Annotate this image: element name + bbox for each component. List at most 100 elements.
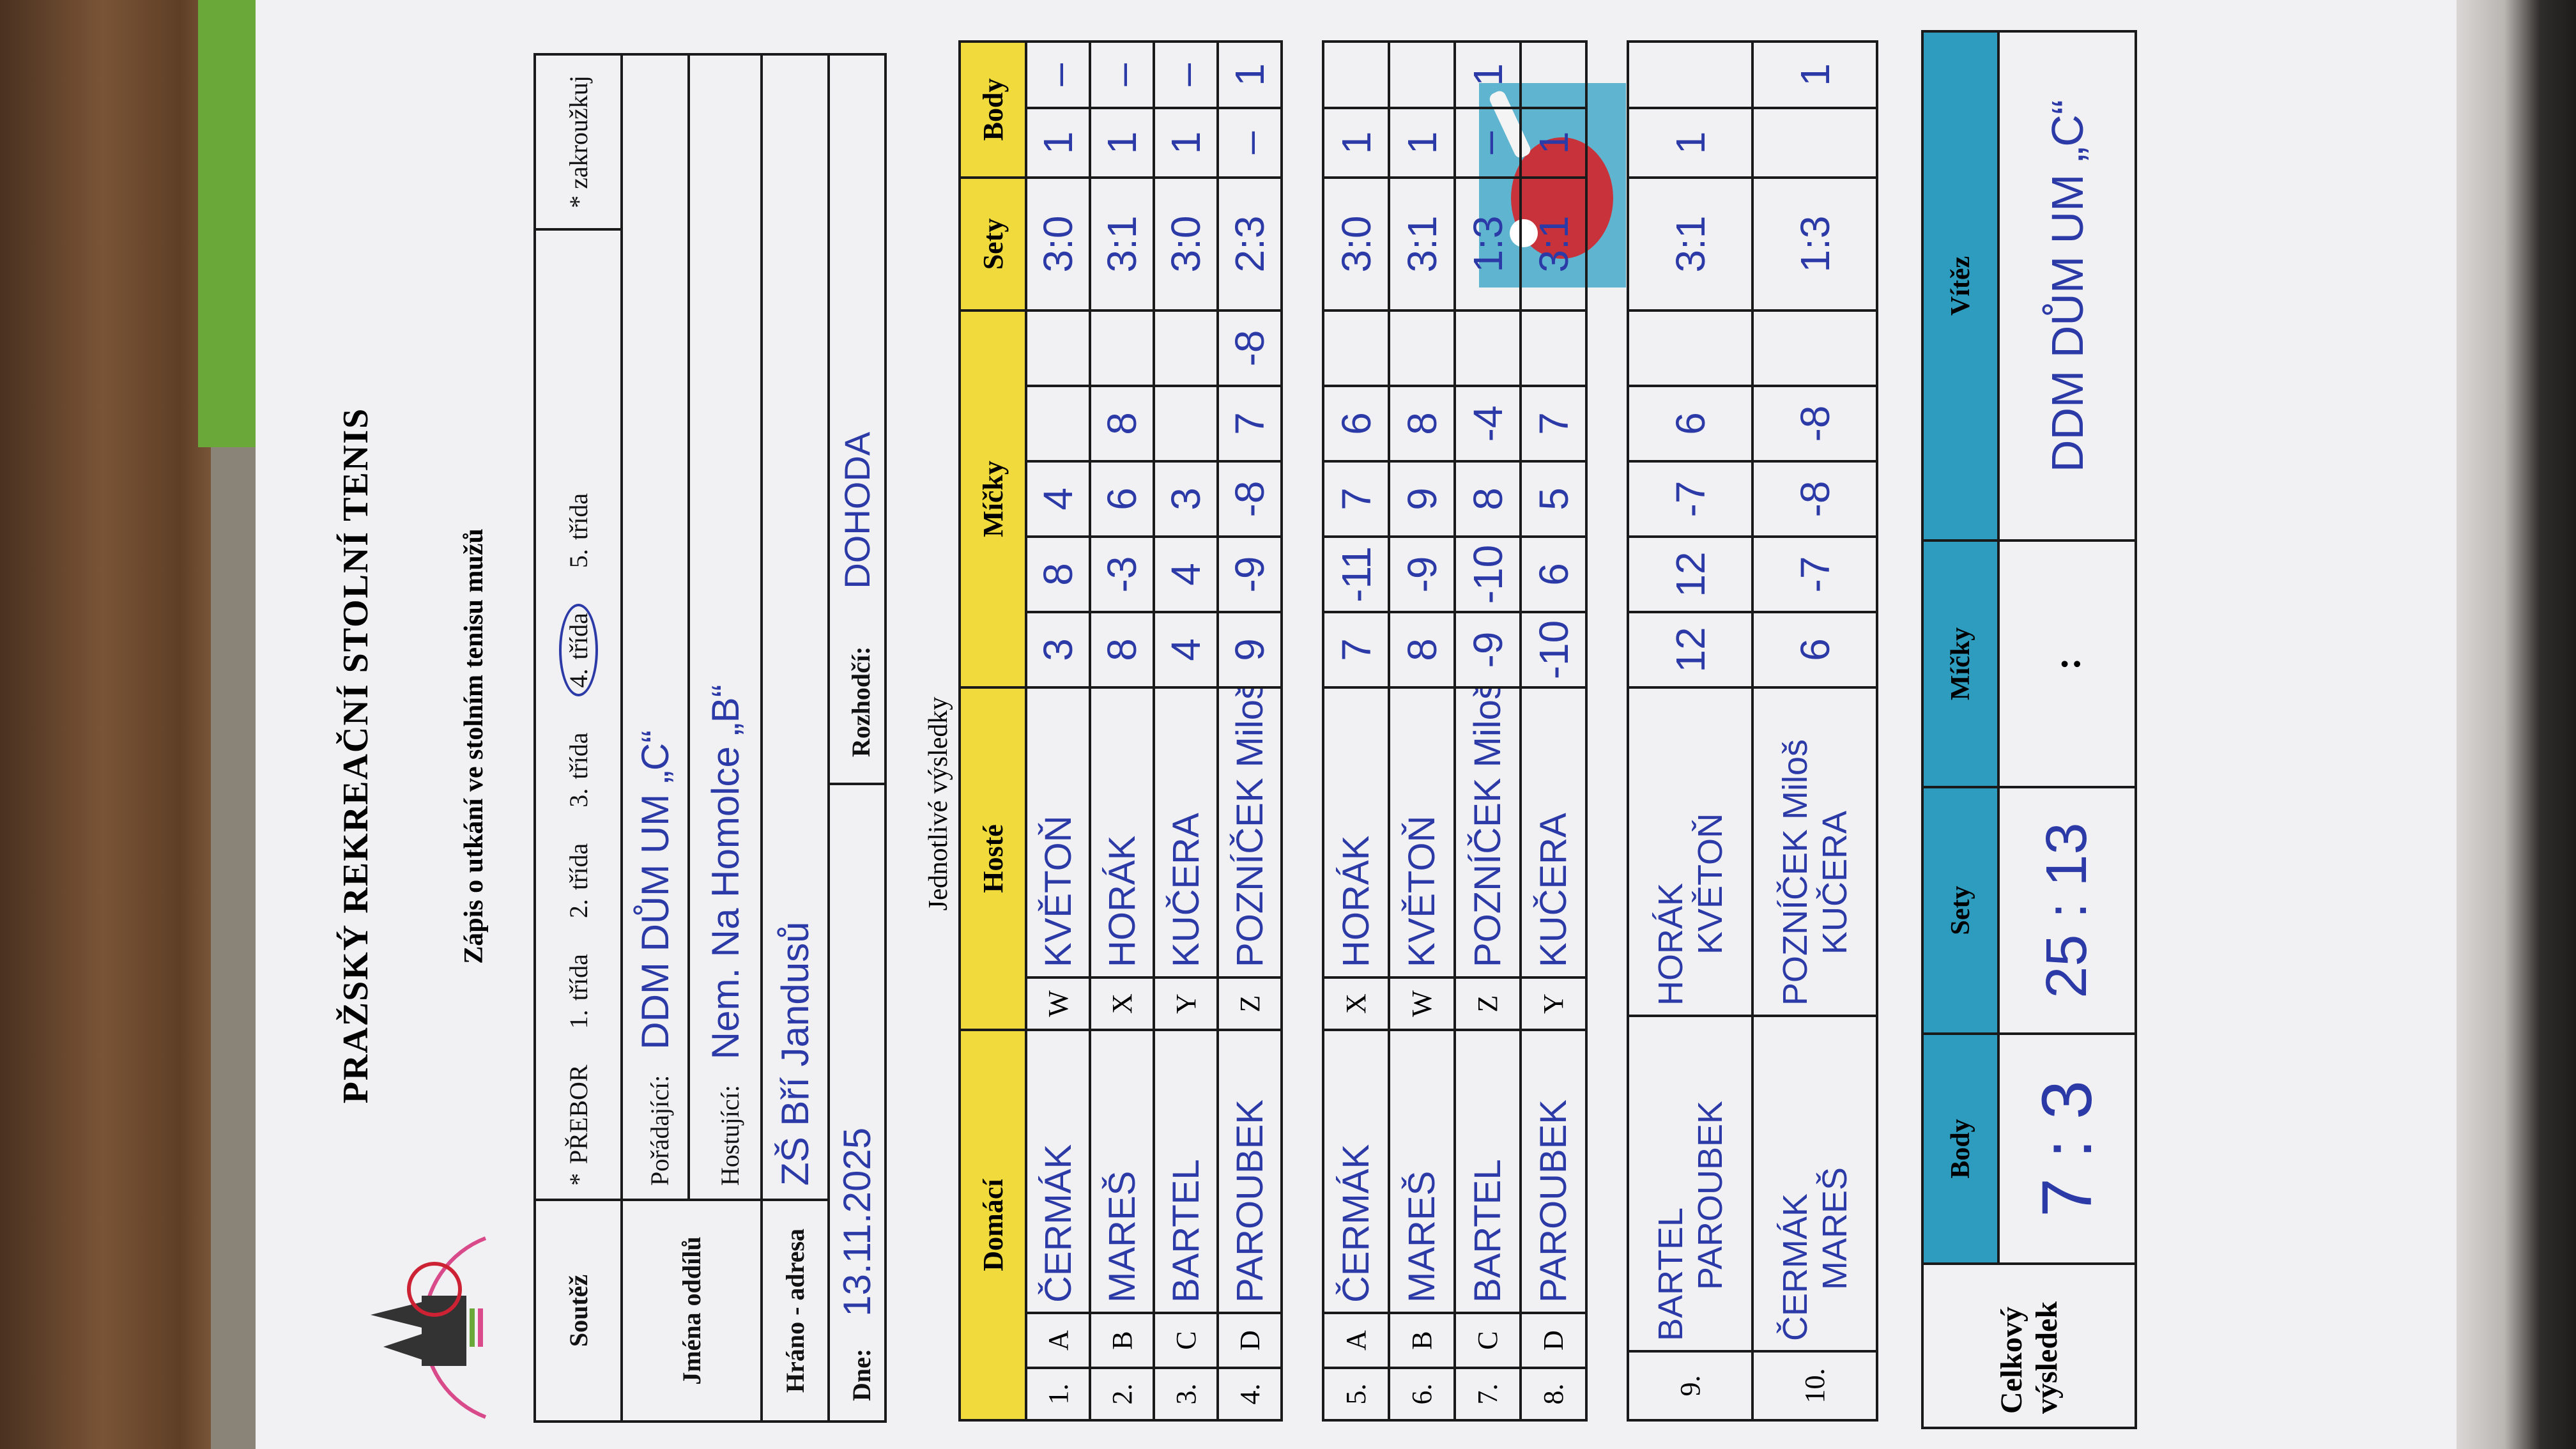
balls-set-5[interactable]: -8 (1218, 310, 1282, 386)
sets-score[interactable]: 3:1 (1628, 178, 1752, 310)
balls-set-1[interactable]: 7 (1323, 612, 1389, 687)
home-pair[interactable]: BARTEL PAROUBEK (1628, 1016, 1752, 1351)
balls-set-4[interactable]: 7 (1218, 385, 1282, 461)
points-guest[interactable]: 1 (1455, 42, 1521, 108)
points-guest[interactable]: – (1154, 41, 1218, 108)
points-home[interactable]: 1 (1628, 108, 1752, 178)
home-player[interactable]: PAROUBEK (1521, 1030, 1586, 1313)
balls-set-4[interactable]: -4 (1455, 386, 1521, 461)
balls-set-4[interactable]: 6 (1628, 386, 1752, 461)
hrano-field[interactable]: ZŠ Bří Jandusů (762, 54, 829, 1200)
points-guest[interactable] (1323, 42, 1389, 108)
points-guest[interactable] (1389, 42, 1455, 108)
balls-set-2[interactable]: 8 (1026, 536, 1090, 612)
balls-set-3[interactable]: -8 (1218, 461, 1282, 537)
guest-player[interactable]: POZNÍČEK Miloš (1218, 687, 1282, 977)
balls-set-1[interactable]: 3 (1026, 611, 1090, 687)
guest-player[interactable]: KUČERA (1154, 687, 1218, 977)
sets-score[interactable]: 3:0 (1154, 177, 1218, 310)
guest-pair[interactable]: POZNÍČEK Miloš KUČERA (1752, 687, 1877, 1016)
option-5-trida[interactable]: 5. třída (564, 493, 593, 569)
guest-player[interactable]: HORÁK (1090, 687, 1154, 977)
home-player[interactable]: ČERMÁK (1026, 1029, 1090, 1313)
balls-set-5[interactable] (1389, 310, 1455, 386)
sets-score[interactable]: 3:0 (1323, 178, 1389, 310)
sets-score[interactable]: 3:1 (1090, 177, 1154, 310)
home-player[interactable]: BARTEL (1154, 1029, 1218, 1313)
option-4-trida-selected[interactable]: 4. třída (558, 604, 598, 697)
option-3-trida[interactable]: 3. třída (564, 732, 593, 808)
points-home[interactable]: – (1455, 108, 1521, 178)
balls-set-3[interactable]: 6 (1090, 461, 1154, 537)
points-guest[interactable]: 1 (1752, 42, 1877, 108)
balls-set-1[interactable]: 9 (1218, 611, 1282, 687)
guest-player[interactable]: HORÁK (1323, 687, 1389, 977)
option-1-trida[interactable]: 1. třída (564, 954, 593, 1029)
sets-score[interactable]: 3:1 (1521, 178, 1586, 310)
balls-set-5[interactable] (1323, 310, 1389, 386)
points-home[interactable]: – (1218, 107, 1282, 178)
balls-set-4[interactable]: 8 (1389, 386, 1455, 461)
balls-set-1[interactable]: 4 (1154, 611, 1218, 687)
balls-set-3[interactable]: 5 (1521, 461, 1586, 537)
points-home[interactable]: 1 (1090, 107, 1154, 178)
home-player[interactable]: BARTEL (1455, 1030, 1521, 1313)
points-guest[interactable] (1628, 42, 1752, 108)
balls-set-2[interactable]: 12 (1628, 537, 1752, 612)
balls-set-5[interactable] (1455, 310, 1521, 386)
balls-set-1[interactable]: 12 (1628, 612, 1752, 687)
hostujici-field[interactable]: Hostující: Nem. Na Homolce „B“ (689, 54, 762, 1200)
balls-set-1[interactable]: 8 (1090, 611, 1154, 687)
sets-score[interactable]: 1:3 (1752, 178, 1877, 310)
balls-set-5[interactable] (1628, 310, 1752, 386)
balls-set-5[interactable] (1521, 310, 1586, 386)
option-prebor[interactable]: * PŘEBOR (564, 1064, 593, 1186)
points-home[interactable]: 1 (1521, 108, 1586, 178)
points-guest[interactable]: 1 (1218, 41, 1282, 108)
home-pair[interactable]: ČERMÁK MAREŠ (1752, 1016, 1877, 1351)
balls-set-5[interactable] (1752, 310, 1877, 386)
points-home[interactable]: 1 (1323, 108, 1389, 178)
points-home[interactable] (1752, 108, 1877, 178)
balls-set-3[interactable]: 4 (1026, 461, 1090, 537)
balls-set-2[interactable]: -7 (1752, 537, 1877, 612)
balls-set-3[interactable]: 9 (1389, 461, 1455, 537)
balls-set-5[interactable] (1090, 310, 1154, 386)
balls-set-5[interactable] (1026, 310, 1090, 386)
balls-set-1[interactable]: -9 (1455, 612, 1521, 687)
dne-field[interactable]: Dne: 13.11.2025 (829, 784, 885, 1422)
points-guest[interactable]: – (1026, 41, 1090, 108)
points-home[interactable]: 1 (1154, 107, 1218, 178)
balls-set-3[interactable]: -7 (1628, 461, 1752, 537)
balls-set-2[interactable]: -9 (1218, 536, 1282, 612)
home-player[interactable]: MAREŠ (1389, 1030, 1455, 1313)
balls-set-4[interactable]: 8 (1090, 385, 1154, 461)
balls-set-3[interactable]: 7 (1323, 461, 1389, 537)
balls-set-4[interactable] (1026, 385, 1090, 461)
balls-set-1[interactable]: -10 (1521, 612, 1586, 687)
balls-set-1[interactable]: 8 (1389, 612, 1455, 687)
balls-set-2[interactable]: -10 (1455, 537, 1521, 612)
balls-set-2[interactable]: -3 (1090, 536, 1154, 612)
points-home[interactable]: 1 (1389, 108, 1455, 178)
home-player[interactable]: MAREŠ (1090, 1029, 1154, 1313)
guest-pair[interactable]: HORÁK KVĚTOŇ (1628, 687, 1752, 1016)
balls-set-4[interactable]: -8 (1752, 386, 1877, 461)
guest-player[interactable]: KUČERA (1521, 687, 1586, 977)
points-guest[interactable] (1521, 42, 1586, 108)
balls-set-2[interactable]: -11 (1323, 537, 1389, 612)
soutez-options[interactable]: * PŘEBOR 1. třída 2. třída 3. třída 4. t… (535, 229, 622, 1200)
poradajici-field[interactable]: Pořádající: DDM DŮM UM „C“ (622, 54, 689, 1200)
guest-player[interactable]: KVĚTOŇ (1389, 687, 1455, 977)
points-home[interactable]: 1 (1026, 107, 1090, 178)
balls-set-4[interactable]: 6 (1323, 386, 1389, 461)
balls-set-2[interactable]: -9 (1389, 537, 1455, 612)
sets-score[interactable]: 3:0 (1026, 177, 1090, 310)
balls-set-3[interactable]: 3 (1154, 461, 1218, 537)
balls-set-2[interactable]: 4 (1154, 536, 1218, 612)
rozhodci-field[interactable]: Rozhodčí: DOHODA (829, 54, 885, 784)
home-player[interactable]: ČERMÁK (1323, 1030, 1389, 1313)
sets-score[interactable]: 1:3 (1455, 178, 1521, 310)
balls-set-2[interactable]: 6 (1521, 537, 1586, 612)
points-guest[interactable]: – (1090, 41, 1154, 108)
